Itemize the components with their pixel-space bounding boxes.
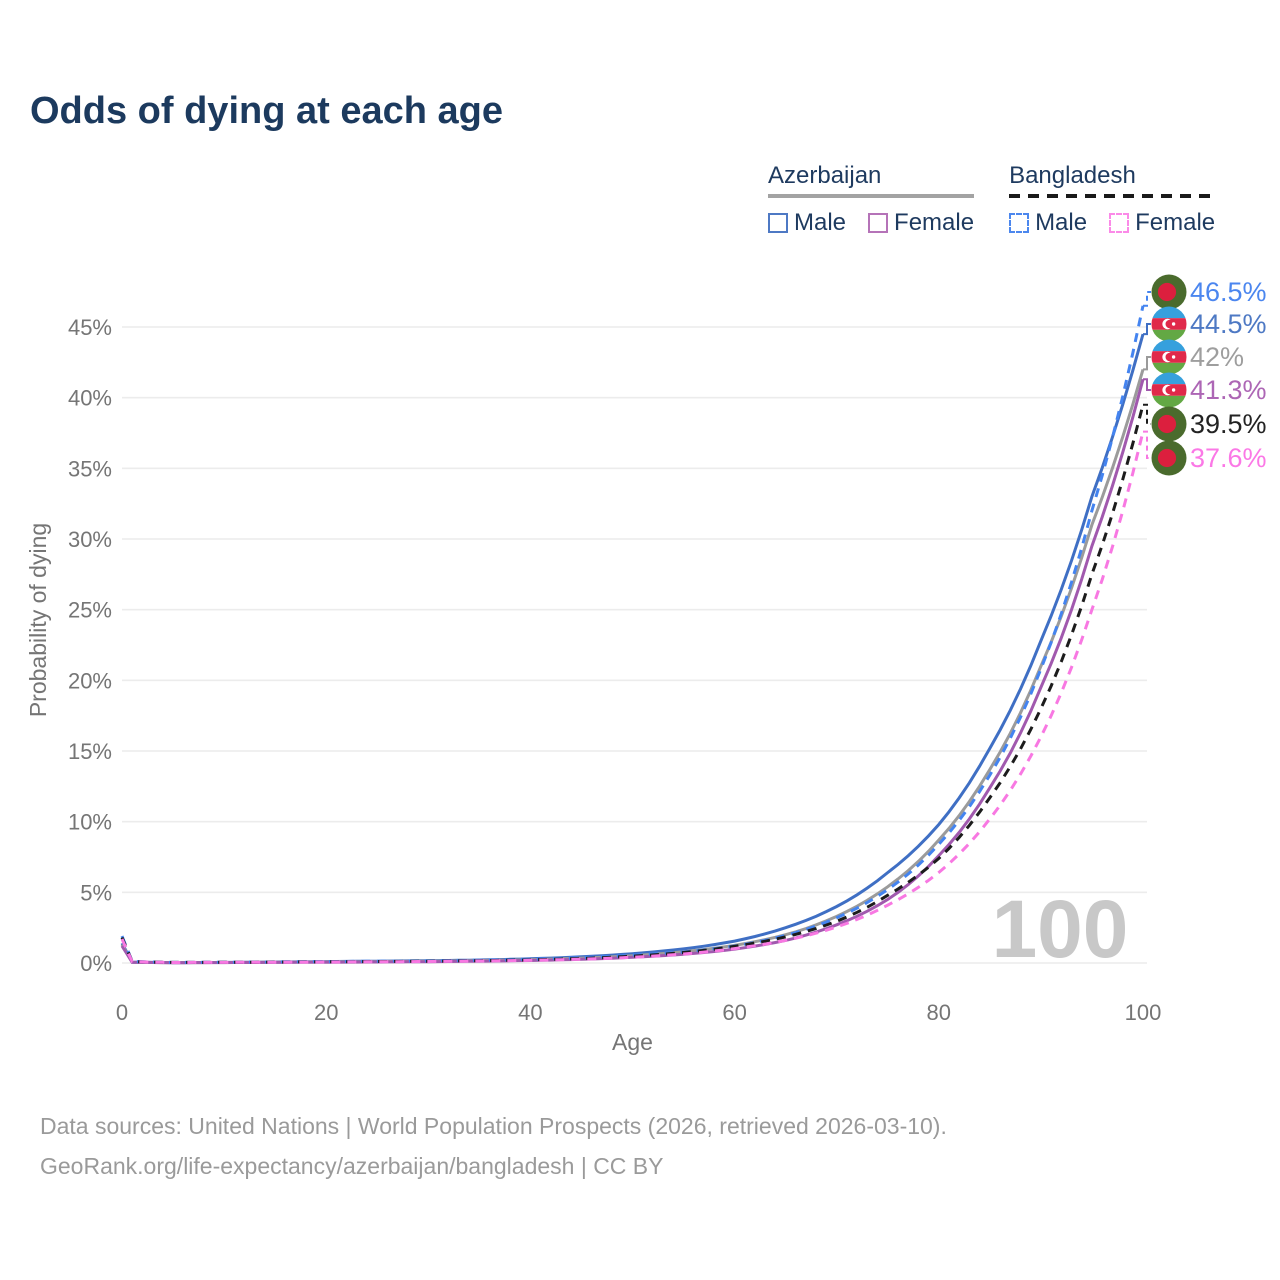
age-counter-watermark: 100	[992, 884, 1129, 975]
flag-icon-azerbaijan	[1151, 306, 1187, 342]
legend-group-bangladesh: Bangladesh Male Female	[1009, 162, 1216, 237]
y-tick-label: 35%	[68, 456, 112, 481]
legend-item-label: Male	[794, 209, 847, 236]
series-line-azerbaijan-both-sexes	[120, 368, 1145, 965]
end-value-label: 37.6%	[1190, 443, 1267, 473]
x-tick-label: 20	[314, 1000, 338, 1025]
y-tick-label: 20%	[68, 668, 112, 693]
legend-group-label-azerbaijan: Azerbaijan	[768, 162, 882, 189]
legend-group-azerbaijan: Azerbaijan Male Female	[768, 162, 975, 237]
flag-icon-bangladesh	[1151, 440, 1187, 476]
page-title: Odds of dying at each age	[30, 90, 503, 132]
y-tick-label: 45%	[68, 315, 112, 340]
end-label-leader	[1143, 291, 1151, 307]
end-label-leader	[1143, 403, 1151, 425]
end-label-leader	[1143, 356, 1151, 371]
series-line-bangladesh-female	[120, 431, 1145, 964]
legend-item-label: Female	[894, 209, 975, 236]
end-label-leader	[1143, 430, 1151, 459]
legend-swatch-azerbaijan-female	[868, 213, 889, 233]
y-tick-label: 5%	[80, 880, 112, 905]
flag-icon-azerbaijan	[1151, 372, 1187, 408]
end-value-label: 39.5%	[1190, 409, 1267, 439]
end-value-label: 44.5%	[1190, 309, 1267, 339]
y-tick-label: 40%	[68, 386, 112, 411]
legend-swatch-bangladesh-female	[1109, 213, 1130, 233]
end-label-leader	[1143, 323, 1151, 336]
y-tick-label: 15%	[68, 739, 112, 764]
end-value-label: 46.5%	[1190, 277, 1267, 307]
series-line-azerbaijan-male	[120, 333, 1145, 965]
y-tick-label: 30%	[68, 527, 112, 552]
legend-item-azerbaijan-female[interactable]: Female	[868, 209, 974, 237]
legend-group-label-bangladesh: Bangladesh	[1009, 162, 1136, 189]
flag-icon-azerbaijan	[1151, 339, 1187, 375]
legend-item-bangladesh-female[interactable]: Female	[1109, 209, 1215, 237]
flag-icon-bangladesh	[1151, 274, 1187, 310]
y-tick-label: 25%	[68, 598, 112, 623]
x-tick-label: 80	[927, 1000, 951, 1025]
end-label-leader	[1143, 378, 1151, 391]
footer-attribution: GeoRank.org/life-expectancy/azerbaijan/b…	[40, 1153, 664, 1179]
flag-icon-bangladesh	[1151, 406, 1187, 442]
legend-linestyle-dashed-sample	[1009, 194, 1216, 198]
legend-item-azerbaijan-male[interactable]: Male	[768, 209, 846, 237]
legend: Azerbaijan Male Female Bangladesh Male	[768, 162, 1216, 237]
series-line-bangladesh-both-sexes	[120, 404, 1145, 964]
legend-linestyle-solid-sample	[768, 194, 975, 198]
series-line-bangladesh-male	[120, 305, 1145, 964]
footer-data-sources: Data sources: United Nations | World Pop…	[40, 1113, 947, 1139]
x-axis-title: Age	[612, 1029, 653, 1055]
y-tick-label: 10%	[68, 810, 112, 835]
legend-item-label: Female	[1135, 209, 1216, 236]
legend-swatch-bangladesh-male	[1009, 213, 1030, 233]
x-tick-label: 0	[116, 1000, 128, 1025]
series-line-azerbaijan-female	[120, 378, 1145, 965]
end-value-label: 41.3%	[1190, 375, 1267, 405]
x-tick-label: 40	[518, 1000, 542, 1025]
end-value-label: 42%	[1190, 342, 1244, 372]
y-axis-title: Probability of dying	[25, 523, 51, 717]
footer: Data sources: United Nations | World Pop…	[40, 1106, 947, 1186]
legend-item-bangladesh-male[interactable]: Male	[1009, 209, 1087, 237]
legend-swatch-azerbaijan-male	[768, 213, 788, 233]
x-tick-label: 60	[722, 1000, 746, 1025]
y-tick-label: 0%	[80, 951, 112, 976]
legend-item-label: Male	[1035, 209, 1088, 236]
x-tick-label: 100	[1125, 1000, 1162, 1025]
